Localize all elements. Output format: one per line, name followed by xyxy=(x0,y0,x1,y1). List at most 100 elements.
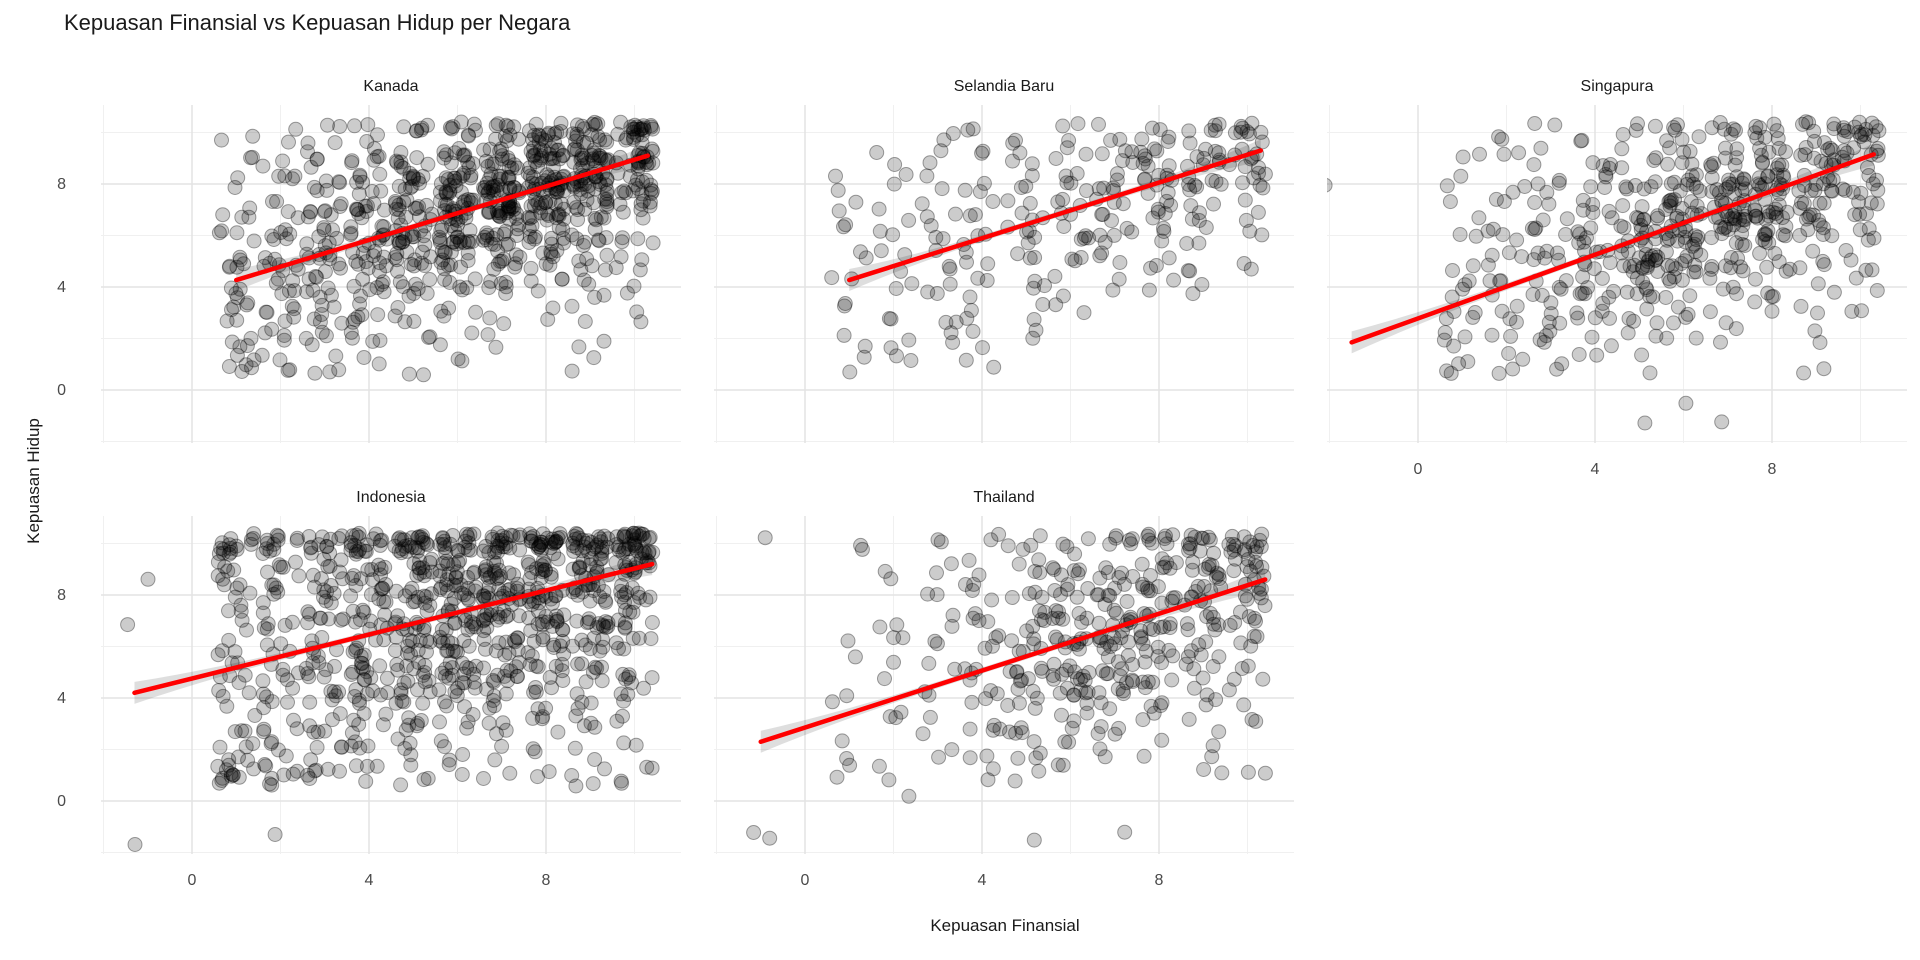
data-point xyxy=(411,529,427,545)
data-point xyxy=(644,183,660,199)
data-point xyxy=(838,217,854,233)
data-point xyxy=(1846,140,1862,156)
data-point xyxy=(1718,258,1734,274)
data-point xyxy=(1628,122,1644,138)
data-point xyxy=(1203,122,1219,138)
data-point xyxy=(491,562,507,578)
data-point xyxy=(1816,361,1832,377)
data-point xyxy=(1514,249,1530,265)
data-point xyxy=(1768,205,1784,221)
data-point xyxy=(1246,628,1262,644)
data-point xyxy=(1137,680,1153,696)
data-point xyxy=(343,667,359,682)
data-point xyxy=(1251,160,1267,175)
data-point xyxy=(481,280,497,296)
data-point xyxy=(1079,610,1095,626)
data-point xyxy=(453,184,469,200)
data-point xyxy=(388,153,404,169)
data-point xyxy=(638,172,654,188)
data-point xyxy=(358,254,374,270)
data-point xyxy=(1103,132,1119,148)
data-point xyxy=(556,211,572,227)
data-point xyxy=(452,234,468,250)
data-point xyxy=(232,249,248,265)
data-point xyxy=(498,279,514,295)
data-point xyxy=(556,607,572,623)
data-point xyxy=(530,195,546,211)
data-point xyxy=(1227,615,1243,630)
data-point xyxy=(642,198,658,214)
data-point xyxy=(246,233,262,249)
data-point xyxy=(332,763,347,779)
data-point xyxy=(234,209,250,225)
data-point xyxy=(1148,258,1164,273)
data-point xyxy=(441,757,457,773)
data-point xyxy=(419,644,434,660)
data-point xyxy=(232,281,248,297)
data-point xyxy=(1678,395,1694,411)
data-point xyxy=(1207,117,1223,133)
data-point xyxy=(1078,685,1094,701)
data-point xyxy=(214,132,229,148)
data-point xyxy=(585,541,601,557)
data-point xyxy=(256,686,271,702)
data-point xyxy=(1025,330,1041,346)
data-point xyxy=(234,723,250,739)
data-point xyxy=(222,258,238,274)
data-point xyxy=(574,584,590,600)
data-point xyxy=(522,210,538,226)
data-point xyxy=(512,249,528,265)
data-point xyxy=(1530,245,1546,261)
data-point xyxy=(415,667,431,683)
data-point xyxy=(371,591,387,607)
data-point xyxy=(258,541,274,557)
data-point xyxy=(354,656,370,671)
data-point xyxy=(1636,181,1652,197)
data-point xyxy=(1222,617,1238,633)
data-point xyxy=(331,684,347,700)
data-point xyxy=(1839,145,1855,161)
data-point xyxy=(1813,153,1829,169)
data-point xyxy=(302,204,318,219)
data-point xyxy=(621,536,637,552)
data-point xyxy=(1646,153,1662,168)
data-point xyxy=(1027,584,1043,600)
data-point xyxy=(504,160,520,176)
data-point xyxy=(614,185,630,201)
data-point xyxy=(1254,526,1270,542)
data-point xyxy=(931,749,947,765)
x-tick-label: 4 xyxy=(365,872,374,889)
data-point xyxy=(614,589,630,605)
data-point xyxy=(626,131,641,147)
data-point xyxy=(1010,750,1026,766)
data-point xyxy=(1494,131,1510,147)
data-point xyxy=(545,249,561,265)
data-point xyxy=(508,256,524,272)
data-point xyxy=(594,659,609,675)
data-point xyxy=(492,253,508,269)
data-point xyxy=(407,200,423,216)
data-point xyxy=(437,272,453,287)
data-point xyxy=(1205,738,1221,754)
data-point xyxy=(1091,615,1107,631)
data-point xyxy=(434,622,450,638)
data-point xyxy=(1022,250,1038,266)
data-point xyxy=(444,660,460,676)
data-point xyxy=(417,658,433,673)
data-point xyxy=(522,160,537,176)
data-point xyxy=(1689,232,1705,248)
data-point xyxy=(456,165,472,181)
data-point xyxy=(477,563,493,579)
data-point xyxy=(1188,584,1204,599)
data-point xyxy=(305,567,321,583)
data-point xyxy=(1093,719,1109,735)
data-point xyxy=(1116,576,1132,592)
data-point xyxy=(1005,135,1021,151)
data-point xyxy=(396,160,412,176)
data-point xyxy=(1729,286,1744,302)
data-point xyxy=(613,114,629,130)
data-point xyxy=(553,124,569,139)
data-point xyxy=(445,119,461,135)
data-point xyxy=(1460,354,1476,370)
data-point xyxy=(406,286,422,301)
